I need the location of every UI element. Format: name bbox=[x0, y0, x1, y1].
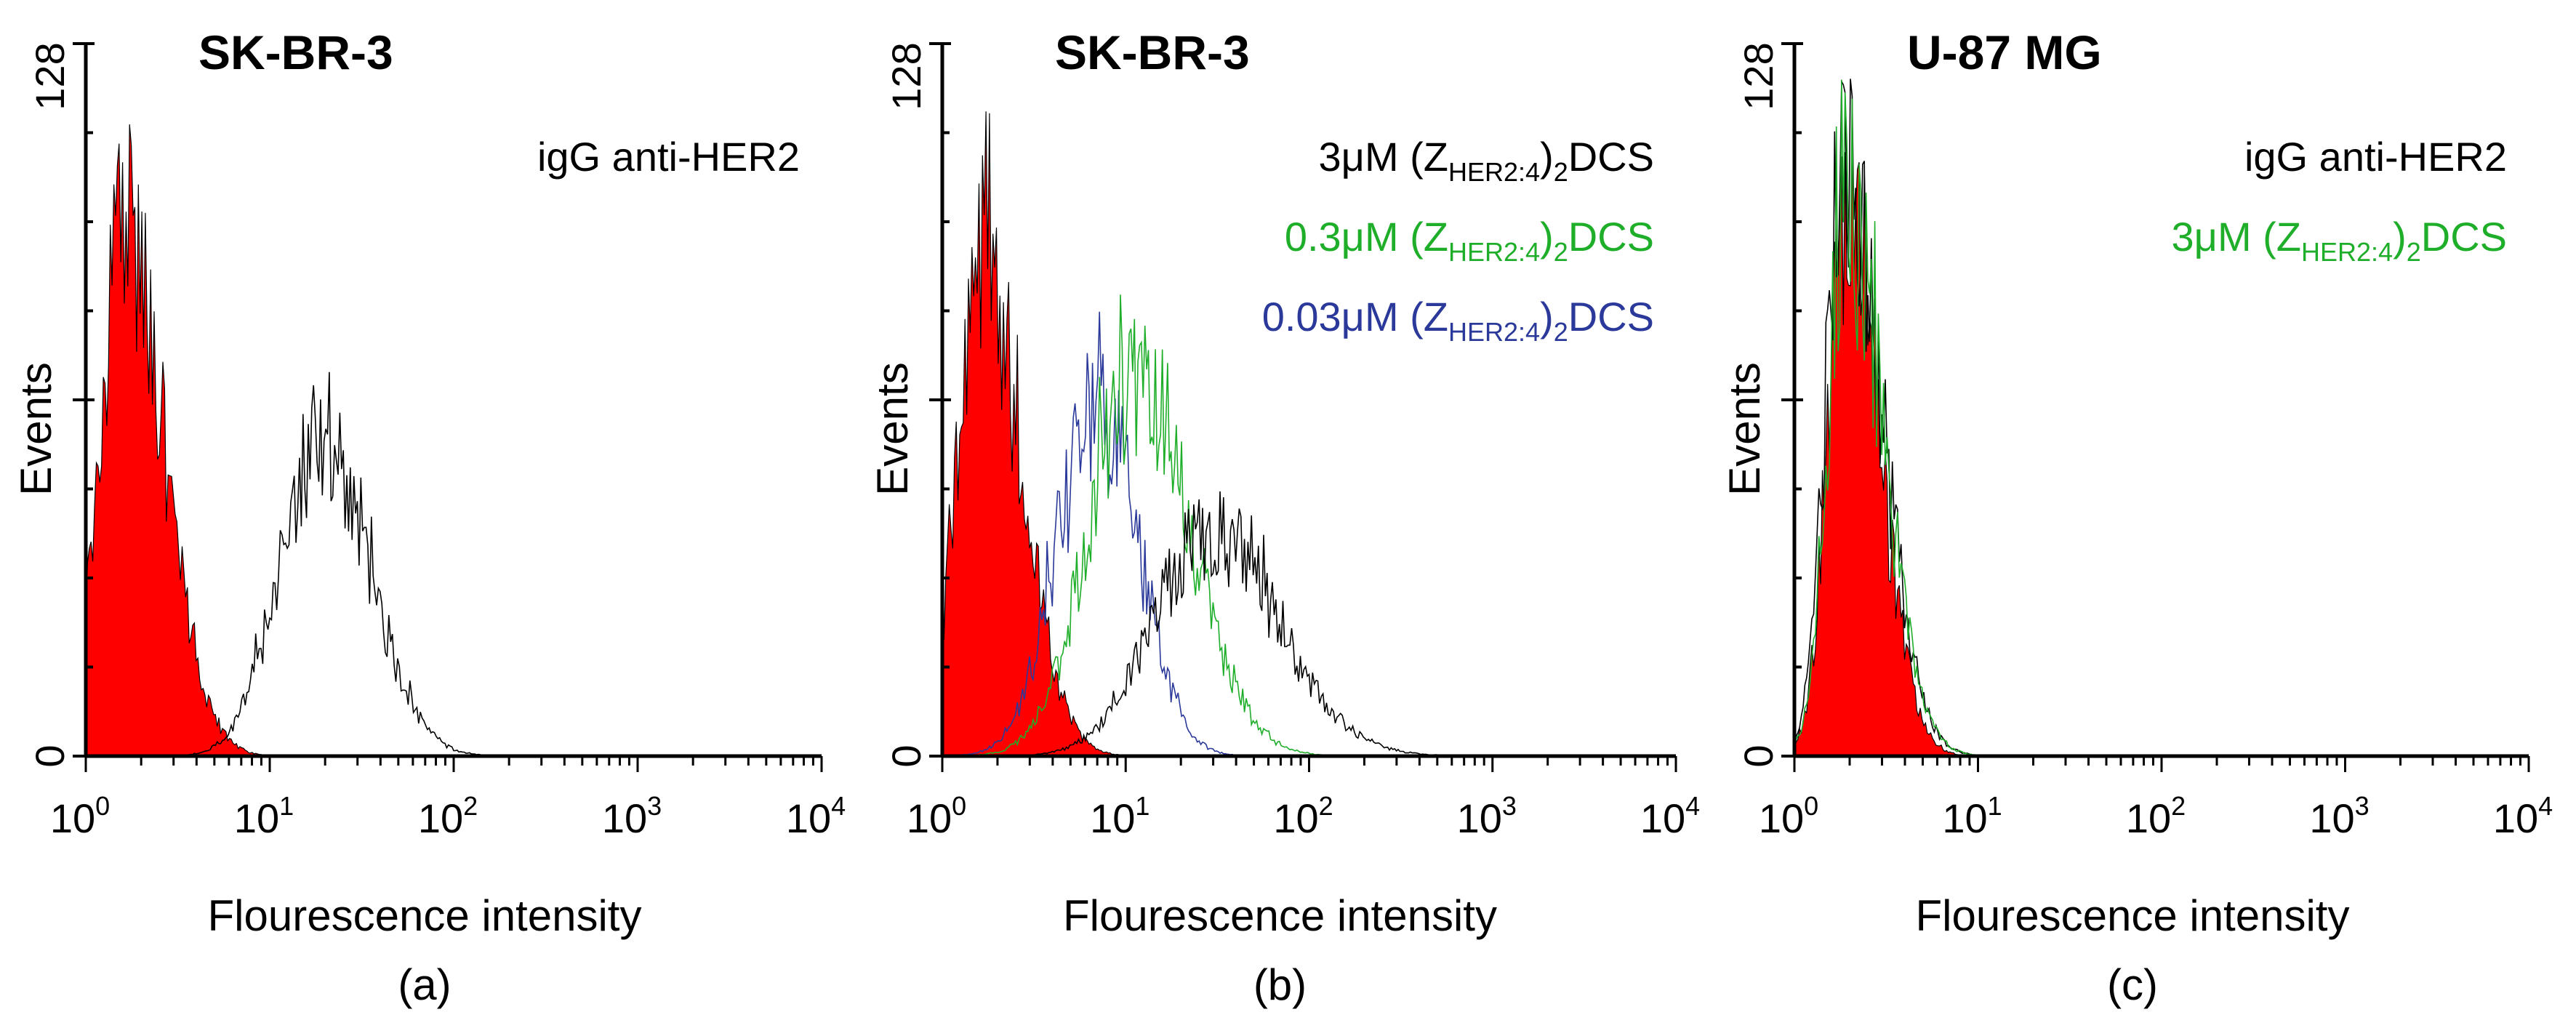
legend-entry-b-0: 3μM (ZHER2:4)2DCS bbox=[1319, 134, 1654, 187]
series-a-0-area bbox=[85, 124, 822, 757]
y-tick-label-a-1: 128 bbox=[27, 42, 73, 110]
panel-title-a: SK-BR-3 bbox=[198, 25, 393, 79]
x-tick-label-b-3: 103 bbox=[1457, 791, 1517, 841]
y-tick-label-b-1: 128 bbox=[883, 42, 929, 110]
x-axis-label-b: Flourescence intensity bbox=[1063, 891, 1497, 940]
x-tick-label-a-2: 102 bbox=[418, 791, 478, 841]
legend-entry-c-1: 3μM (ZHER2:4)2DCS bbox=[2172, 214, 2507, 267]
x-tick-label-a-0: 100 bbox=[50, 791, 110, 841]
x-tick-label-c-2: 102 bbox=[2126, 791, 2186, 841]
x-tick-label-a-1: 101 bbox=[234, 791, 294, 841]
chart-panel-c: 0 128 100 101 102 103 104 Flourescence intensit… bbox=[1720, 25, 2553, 1009]
legend-entry-b-2: 0.03μM (ZHER2:4)2DCS bbox=[1262, 294, 1654, 347]
x-tick-label-b-2: 102 bbox=[1273, 791, 1333, 841]
x-tick-label-c-4: 104 bbox=[2493, 791, 2553, 841]
x-tick-label-b-0: 100 bbox=[907, 791, 966, 841]
x-tick-label-b-4: 104 bbox=[1640, 791, 1700, 841]
x-tick-label-a-4: 104 bbox=[786, 791, 846, 841]
legend-entry-a-0: igG anti-HER2 bbox=[537, 134, 800, 180]
panel-title-c: U-87 MG bbox=[1907, 25, 2102, 79]
chart-panel-a: 0 128 100 101 102 103 104 Flourescence intensit… bbox=[12, 25, 846, 1009]
x-tick-label-b-1: 101 bbox=[1090, 791, 1149, 841]
y-axis-label-c: Events bbox=[1720, 362, 1769, 495]
y-axis-label-a: Events bbox=[12, 362, 60, 495]
caption-b: (b) bbox=[1253, 960, 1307, 1009]
caption-c: (c) bbox=[2107, 960, 2158, 1009]
x-axis-label-a: Flourescence intensity bbox=[208, 891, 642, 940]
x-tick-label-c-1: 101 bbox=[1942, 791, 2002, 841]
y-tick-label-c-1: 128 bbox=[1736, 42, 1781, 110]
x-axis-label-c: Flourescence intensity bbox=[1916, 891, 2350, 940]
series-b-0-area bbox=[942, 111, 1676, 757]
y-tick-label-b-0: 0 bbox=[883, 744, 929, 767]
y-tick-label-a-0: 0 bbox=[27, 744, 73, 767]
panel-title-b: SK-BR-3 bbox=[1055, 25, 1250, 79]
caption-a: (a) bbox=[398, 960, 451, 1009]
y-tick-label-c-0: 0 bbox=[1736, 744, 1781, 767]
legend-entry-c-0: igG anti-HER2 bbox=[2244, 134, 2507, 180]
legend-entry-b-1: 0.3μM (ZHER2:4)2DCS bbox=[1285, 214, 1654, 267]
x-tick-label-c-0: 100 bbox=[1759, 791, 1818, 841]
y-axis-label-b: Events bbox=[868, 362, 917, 495]
x-tick-label-c-3: 103 bbox=[2309, 791, 2369, 841]
chart-panel-b: 0 128 100 101 102 103 104 Flourescence intensit… bbox=[868, 25, 1700, 1009]
x-tick-label-a-3: 103 bbox=[602, 791, 662, 841]
